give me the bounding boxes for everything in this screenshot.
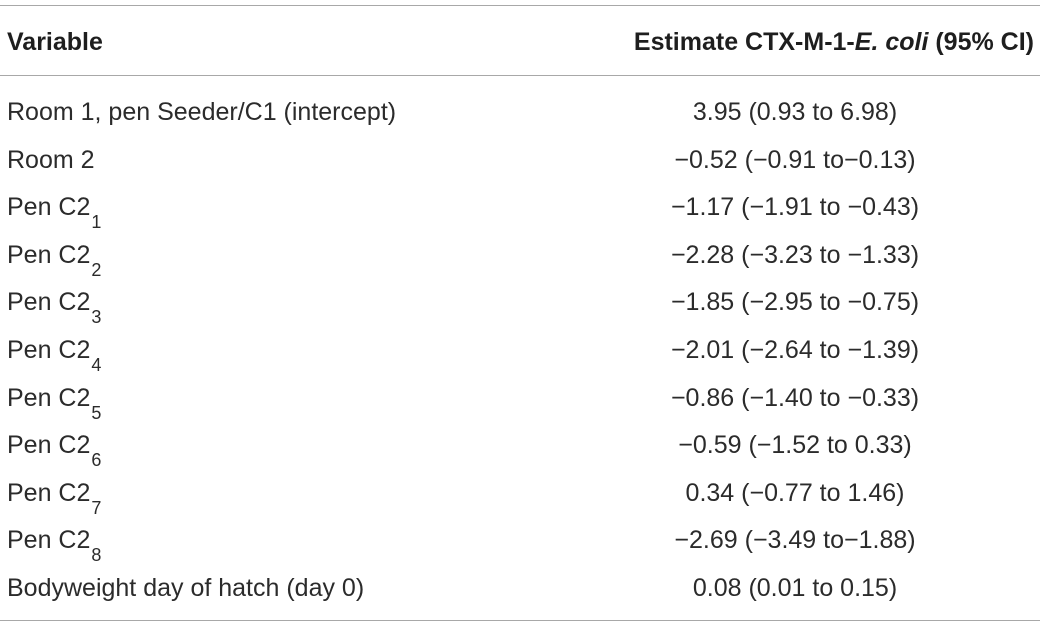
header-estimate-prefix: Estimate CTX-M-1-	[633, 28, 855, 56]
row-variable: Bodyweight day of hatch (day 0)	[7, 566, 365, 614]
row-variable: Pen C23	[7, 280, 101, 328]
row-variable-text: Room 1, pen Seeder/C1 (intercept)	[7, 98, 397, 126]
table-row: Room 2 −0.52 (−0.91 to−0.13)	[0, 138, 1040, 186]
row-estimate: −2.01 (−2.64 to −1.39)	[670, 335, 920, 364]
row-variable-text: Pen C2	[7, 240, 91, 269]
row-estimate: 0.08 (0.01 to 0.15)	[692, 573, 898, 602]
row-variable-subscript: 6	[91, 450, 102, 471]
row-variable: Pen C22	[7, 233, 101, 281]
row-estimate: −1.85 (−2.95 to −0.75)	[670, 288, 920, 317]
row-variable-subscript: 4	[91, 354, 102, 375]
row-variable-text: Pen C2	[7, 526, 91, 555]
top-rule	[0, 5, 1040, 6]
row-variable-text: Bodyweight day of hatch (day 0)	[7, 573, 365, 602]
table-row: Pen C21 −1.17 (−1.91 to −0.43)	[0, 185, 1040, 233]
row-estimate: −2.69 (−3.49 to−1.88)	[674, 526, 916, 555]
row-variable: Pen C26	[7, 423, 101, 471]
header-estimate: Estimate CTX-M-1-E. coli (95% CI)	[634, 22, 1034, 62]
row-estimate: 3.95 (0.93 to 6.98)	[692, 98, 898, 126]
table-row: Pen C26 −0.59 (−1.52 to 0.33)	[0, 423, 1040, 471]
header-variable: Variable	[7, 28, 103, 56]
row-variable-text: Pen C2	[7, 431, 91, 460]
row-variable-subscript: 8	[91, 545, 102, 566]
row-variable-text: Pen C2	[7, 383, 91, 412]
row-variable: Pen C27	[7, 471, 101, 519]
row-variable-subscript: 2	[91, 259, 102, 280]
table-row: Pen C23 −1.85 (−2.95 to −0.75)	[0, 280, 1040, 328]
table-row: Bodyweight day of hatch (day 0) 0.08 (0.…	[0, 566, 1040, 614]
row-variable-subscript: 5	[91, 402, 102, 423]
row-estimate: −0.86 (−1.40 to −0.33)	[670, 383, 920, 412]
table-row: Pen C24 −2.01 (−2.64 to −1.39)	[0, 328, 1040, 376]
row-variable-text: Room 2	[7, 145, 95, 174]
table-row: Pen C25 −0.86 (−1.40 to −0.33)	[0, 376, 1040, 424]
row-estimate: −2.28 (−3.23 to −1.33)	[670, 240, 920, 269]
row-variable: Room 1, pen Seeder/C1 (intercept)	[7, 90, 397, 138]
row-estimate: −0.59 (−1.52 to 0.33)	[678, 431, 912, 460]
table-row: Pen C22 −2.28 (−3.23 to −1.33)	[0, 233, 1040, 281]
row-variable-text: Pen C2	[7, 193, 91, 222]
row-variable: Room 2	[7, 138, 96, 186]
table-row: Room 1, pen Seeder/C1 (intercept) 3.95 (…	[0, 90, 1040, 138]
row-variable: Pen C21	[7, 185, 101, 233]
table-row: Pen C27 0.34 (−0.77 to 1.46)	[0, 471, 1040, 519]
header-rule	[0, 75, 1040, 76]
bottom-rule	[0, 620, 1040, 621]
table-row: Pen C28 −2.69 (−3.49 to−1.88)	[0, 518, 1040, 566]
row-variable: Pen C28	[7, 518, 101, 566]
table-body: Room 1, pen Seeder/C1 (intercept) 3.95 (…	[0, 90, 1040, 614]
row-variable: Pen C25	[7, 376, 101, 424]
row-variable: Pen C24	[7, 328, 101, 376]
row-variable-text: Pen C2	[7, 478, 91, 507]
row-estimate: 0.34 (−0.77 to 1.46)	[685, 478, 905, 507]
row-variable-text: Pen C2	[7, 288, 91, 317]
row-variable-subscript: 1	[91, 212, 102, 233]
row-variable-subscript: 7	[91, 497, 102, 518]
row-estimate: −0.52 (−0.91 to−0.13)	[674, 145, 916, 174]
row-estimate: −1.17 (−1.91 to −0.43)	[670, 193, 920, 222]
header-estimate-organism: E. coli	[854, 28, 929, 56]
row-variable-subscript: 3	[91, 307, 102, 328]
header-estimate-suffix: (95% CI)	[928, 28, 1034, 56]
row-variable-text: Pen C2	[7, 335, 91, 364]
